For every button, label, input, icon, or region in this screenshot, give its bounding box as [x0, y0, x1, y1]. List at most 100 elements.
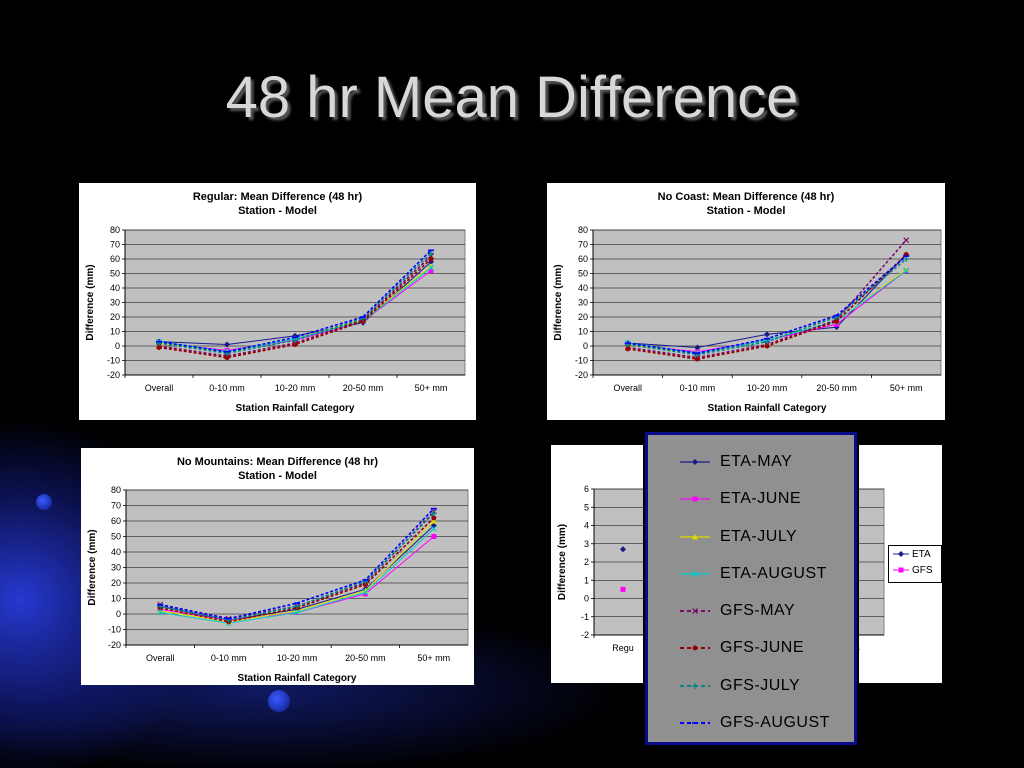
x-tick-label: 0-10 mm: [209, 383, 245, 393]
y-tick-label: 70: [111, 501, 121, 511]
data-point: [834, 318, 840, 324]
data-point: [292, 337, 298, 344]
small-legend-item: GFS: [889, 562, 941, 578]
chart-subtitle: Station - Model: [238, 470, 317, 482]
x-axis-label: Station Rainfall Category: [708, 403, 827, 414]
chart-panel-regular: Regular: Mean Difference (48 hr) Station …: [79, 183, 476, 420]
y-tick-label: 6: [584, 484, 589, 494]
data-point: [292, 342, 298, 348]
x-axis-label: Station Rainfall Category: [236, 403, 355, 414]
data-point: [903, 267, 910, 274]
data-point: [157, 607, 164, 614]
x-tick-label: 0-10 mm: [211, 653, 247, 663]
x-tick-label: Overall: [145, 383, 174, 393]
series-gfs-august: [156, 249, 434, 353]
y-tick-label: 70: [110, 240, 120, 250]
y-tick-label: 0: [116, 609, 121, 619]
legend-line-icon: [680, 496, 710, 502]
y-tick-label: 40: [110, 283, 120, 293]
y-axis-label: Difference (mm): [87, 529, 98, 605]
data-point: [430, 518, 437, 524]
y-tick-label: 20: [110, 312, 120, 322]
y-tick-label: -20: [108, 640, 121, 650]
y-tick-label: 30: [578, 298, 588, 308]
small-legend-label: ETA: [912, 548, 931, 560]
legend-item-eta-august: ETA-AUGUST: [678, 559, 827, 589]
y-tick-label: 10: [110, 327, 120, 337]
data-point: [294, 603, 300, 610]
data-point: [362, 587, 369, 594]
legend-line-icon: [680, 683, 710, 689]
y-tick-label: 1: [584, 575, 589, 585]
legend-line-icon: [680, 459, 710, 465]
y-tick-label: 30: [110, 298, 120, 308]
y-tick-label: 70: [578, 240, 588, 250]
chart-regular: Regular: Mean Difference (48 hr) Station …: [85, 191, 466, 414]
chart-title: Regular: Mean Difference (48 hr): [193, 191, 363, 203]
x-tick-label: 50+ mm: [415, 383, 448, 393]
y-tick-label: 60: [110, 254, 120, 264]
data-point: [294, 609, 300, 616]
legend-label: ETA-AUGUST: [720, 565, 827, 582]
x-tick-label: 20-50 mm: [345, 653, 386, 663]
legend-line-icon: [680, 645, 710, 651]
data-point: [362, 589, 369, 596]
x-tick-label: Overall: [146, 653, 175, 663]
data-point: [620, 546, 626, 553]
series-gfs-august: [157, 507, 437, 620]
decorative-dot: [36, 494, 52, 510]
chart-subtitle: Station - Model: [238, 205, 317, 217]
x-tick-label: 10-20 mm: [275, 383, 316, 393]
legend-item-gfs-july: GFS-JULY: [678, 671, 800, 701]
data-point: [156, 344, 162, 350]
y-tick-label: 20: [111, 578, 121, 588]
data-point: [428, 258, 434, 265]
data-point: [834, 321, 840, 327]
y-tick-label: 60: [578, 254, 588, 264]
legend-line-icon: [680, 608, 710, 614]
data-point: [764, 338, 770, 345]
y-axis-label: Difference (mm): [85, 264, 96, 340]
y-axis-label: Difference (mm): [553, 264, 564, 340]
data-point: [430, 525, 437, 532]
chart-title: No Mountains: Mean Difference (48 hr): [177, 456, 378, 468]
y-tick-label: 60: [111, 516, 121, 526]
data-point: [692, 608, 698, 614]
small-legend: ETA GFS: [888, 545, 942, 583]
y-tick-label: -2: [581, 630, 589, 640]
legend-item-eta-june: ETA-JUNE: [678, 484, 801, 514]
y-tick-label: -10: [108, 625, 121, 635]
y-tick-label: 20: [578, 312, 588, 322]
y-tick-label: -10: [107, 356, 120, 366]
series-legend: ETA-MAY ETA-JUNE ETA-JULY ETA-AUGUST GFS…: [643, 430, 859, 747]
data-point: [764, 343, 770, 349]
legend-item-gfs-august: GFS-AUGUST: [678, 708, 830, 738]
y-tick-label: 3: [584, 539, 589, 549]
y-tick-label: 80: [578, 225, 588, 235]
legend-line-icon: [680, 534, 710, 540]
slide-title: 48 hr Mean Difference: [225, 65, 799, 130]
y-tick-label: 50: [111, 532, 121, 542]
legend-line-icon: [680, 722, 710, 724]
chart-panel-no-coast: No Coast: Mean Difference (48 hr) Station…: [547, 183, 945, 420]
data-point: [692, 496, 698, 502]
series-line: [160, 517, 435, 623]
data-point: [431, 515, 437, 521]
y-tick-label: 10: [578, 327, 588, 337]
y-tick-label: 0: [584, 594, 589, 604]
eta-legend-marker-icon: [893, 551, 909, 557]
y-tick-label: 40: [578, 283, 588, 293]
data-point: [224, 341, 230, 348]
x-tick-label: Overall: [614, 383, 643, 393]
y-tick-label: 30: [111, 563, 121, 573]
legend-item-eta-july: ETA-JULY: [678, 522, 797, 552]
x-tick-label: 10-20 mm: [747, 383, 788, 393]
data-point: [428, 256, 434, 262]
y-tick-label: 50: [110, 269, 120, 279]
data-point: [692, 459, 698, 465]
y-tick-label: 80: [110, 225, 120, 235]
y-tick-label: 40: [111, 547, 121, 557]
legend-item-eta-may: ETA-MAY: [678, 447, 792, 477]
data-point: [625, 346, 631, 352]
y-tick-label: 10: [111, 594, 121, 604]
